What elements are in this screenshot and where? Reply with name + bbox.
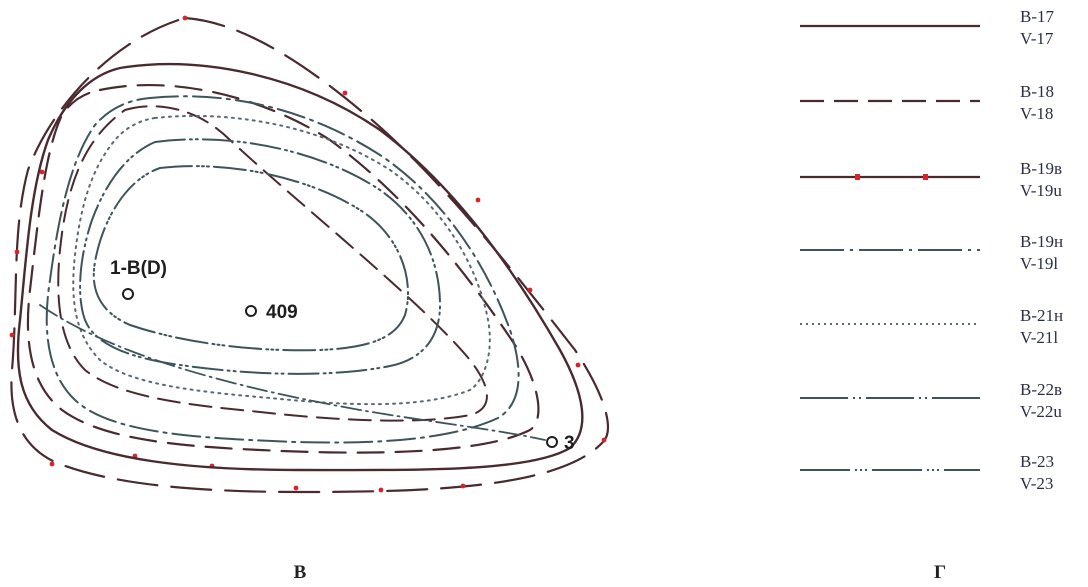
legend-item-b22v: B-22в V-22u [800,380,1062,421]
legend-code-v19u: V-19u [1020,181,1062,200]
contour-crossline [39,304,546,441]
legend-item-b23: B-23 V-23 [800,452,1054,493]
contour-b18 [26,84,540,454]
contour-b22v [79,138,441,375]
legend-item-b21n: B-21н V-21l [800,306,1063,347]
contour-b18-inner [57,105,488,422]
point-marker [546,436,558,448]
legend-code-v17: V-17 [1020,29,1054,48]
legend-code-v21l: V-21l [1020,328,1058,347]
legend-code-b17: B-17 [1020,7,1055,26]
point-label-409: 409 [266,302,298,323]
legend-code-v19l: V-19l [1020,254,1058,273]
point-label-1bd: 1-B(D) [110,258,167,279]
legend-red-dot [923,174,928,180]
point-marker [245,305,257,317]
legend-code-b23: B-23 [1020,452,1054,471]
point-409: 409 [245,302,298,323]
legend-code-v18: V-18 [1020,104,1053,123]
red-dots-outer [9,15,607,493]
legend-red-dot [855,174,860,180]
legend-code-v23: V-23 [1020,474,1053,493]
legend-code-b18: B-18 [1020,82,1054,101]
contour-b17 [16,63,584,472]
point-marker [122,288,134,300]
contour-b19v-outer [10,16,610,494]
legend-item-b19v: B-19в V-19u [800,159,1062,200]
panel-letter-left: В [294,562,307,583]
legend-code-b19n: B-19н [1020,232,1063,251]
legend-code-b22v: B-22в [1020,380,1062,399]
point-3: 3 [546,433,575,454]
legend-item-b18: B-18 V-18 [800,82,1054,123]
contour-b19n [45,95,520,444]
point-1bd: 1-B(D) [110,258,167,300]
legend-item-b19n: B-19н V-19l [800,232,1063,273]
panel-letter-right: Г [934,562,946,583]
legend-code-b19v: B-19в [1020,159,1062,178]
legend-code-b21n: B-21н [1020,306,1063,325]
legend: B-17 V-17 B-18 V-18 B-19в V-19u B-19н V-… [800,7,1063,493]
legend-code-v22u: V-22u [1020,402,1062,421]
contour-b23 [92,165,409,352]
legend-item-b17: B-17 V-17 [800,7,1055,48]
point-label-3: 3 [564,433,575,454]
contour-map [9,15,610,494]
